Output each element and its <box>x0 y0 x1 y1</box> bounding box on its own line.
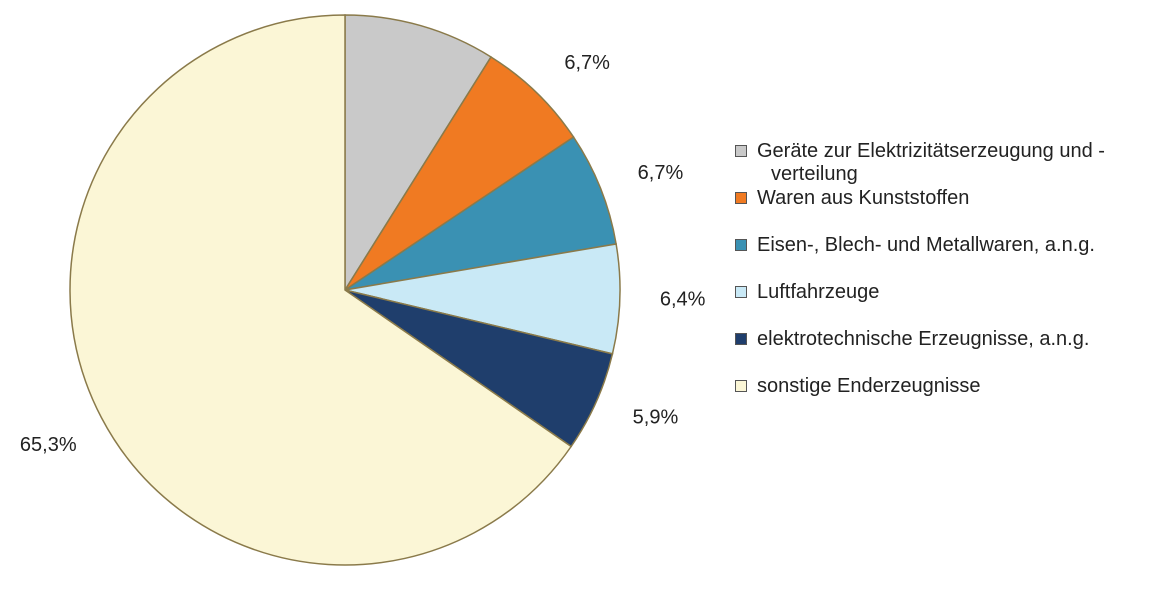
legend-item: Geräte zur Elektrizitätserzeugung und -v… <box>735 140 1155 187</box>
data-label: 6,7% <box>564 52 610 74</box>
legend-label: Geräte zur Elektrizitätserzeugung und -v… <box>757 140 1105 185</box>
legend-item: sonstige Enderzeugnisse <box>735 375 1155 422</box>
legend-swatch <box>735 192 747 204</box>
legend-label: sonstige Enderzeugnisse <box>757 375 981 397</box>
legend-label: Eisen-, Blech- und Metallwaren, a.n.g. <box>757 234 1095 256</box>
legend: Geräte zur Elektrizitätserzeugung und -v… <box>735 140 1155 422</box>
data-label: 6,4% <box>660 289 706 311</box>
data-label: 6,7% <box>638 162 684 184</box>
legend-item: Waren aus Kunststoffen <box>735 187 1155 234</box>
legend-swatch <box>735 239 747 251</box>
pie-slice <box>344 14 493 293</box>
pie-slice <box>69 14 573 566</box>
legend-swatch <box>735 333 747 345</box>
legend-swatch <box>735 286 747 298</box>
legend-label: Luftfahrzeuge <box>757 281 880 303</box>
pie-slice <box>344 243 621 355</box>
pie-slice <box>344 55 575 291</box>
legend-item: Luftfahrzeuge <box>735 281 1155 328</box>
chart: 8,9%6,7%6,7%6,4%5,9%65,3% <box>20 14 706 566</box>
legend-item: Eisen-, Blech- und Metallwaren, a.n.g. <box>735 234 1155 281</box>
legend-label: elektrotechnische Erzeugnisse, a.n.g. <box>757 328 1090 350</box>
pie-slice <box>344 136 617 291</box>
data-label: 65,3% <box>20 434 77 456</box>
legend-swatch <box>735 380 747 392</box>
legend-item: elektrotechnische Erzeugnisse, a.n.g. <box>735 328 1155 375</box>
data-label: 5,9% <box>633 407 679 429</box>
legend-swatch <box>735 145 747 157</box>
legend-label: Waren aus Kunststoffen <box>757 187 970 209</box>
